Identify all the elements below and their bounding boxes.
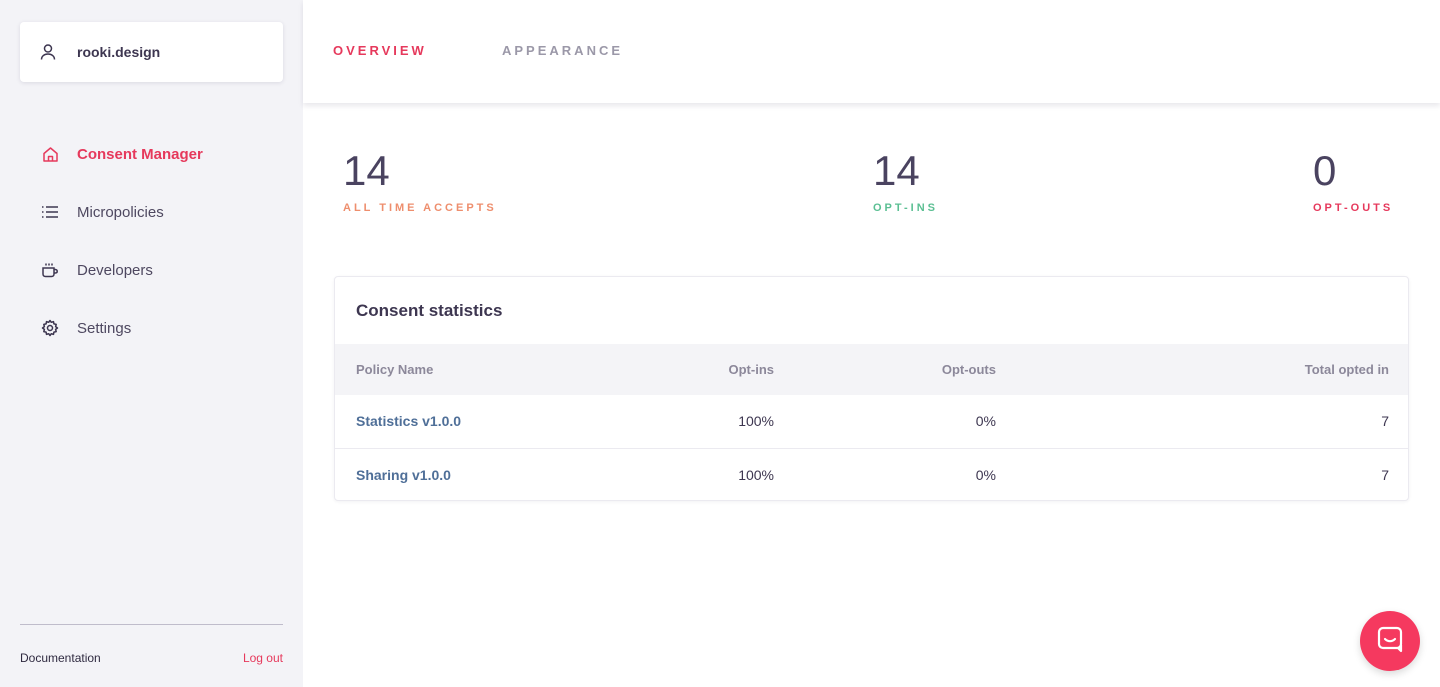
column-header-total-opted-in: Total opted in (1304, 362, 1389, 377)
column-header-opt-ins: Opt-ins (728, 362, 775, 377)
policy-link[interactable]: Statistics v1.0.0 (356, 413, 462, 430)
stat-value: 14 (873, 147, 920, 194)
table-row: Sharing v1.0.0 100% 0% 7 (335, 448, 1408, 500)
sidebar-item-label: Developers (77, 261, 153, 279)
tab-appearance[interactable]: APPEARANCE (502, 43, 624, 58)
stat-label: ALL TIME ACCEPTS (343, 202, 497, 214)
sidebar-item-developers[interactable]: Developers (40, 255, 203, 285)
documentation-link[interactable]: Documentation (20, 651, 101, 665)
column-header-policy-name: Policy Name (356, 362, 434, 377)
stat-value: 14 (343, 147, 390, 194)
sidebar-item-label: Settings (77, 319, 132, 337)
stat-label: OPT-INS (873, 202, 939, 214)
sidebar-item-consent-manager[interactable]: Consent Manager (40, 139, 203, 169)
user-icon (38, 42, 58, 62)
sidebar-item-label: Consent Manager (77, 145, 203, 163)
stat-opt-outs: 0 OPT-OUTS (1313, 147, 1394, 215)
sidebar-divider (20, 624, 283, 625)
coffee-cup-icon (40, 260, 60, 280)
sidebar-item-micropolicies[interactable]: Micropolicies (40, 197, 203, 227)
sidebar-nav: Consent Manager Micropolicies Develope (40, 139, 203, 371)
stat-value: 0 (1313, 147, 1337, 194)
account-name: rooki.design (77, 44, 161, 60)
consent-table: Policy Name Opt-ins Opt-outs Total opted… (335, 344, 1408, 500)
column-header-opt-outs: Opt-outs (941, 362, 996, 377)
sidebar-item-settings[interactable]: Settings (40, 313, 203, 343)
card-title: Consent statistics (356, 301, 503, 320)
policy-link[interactable]: Sharing v1.0.0 (356, 466, 451, 483)
list-icon (40, 202, 60, 222)
stat-opt-ins: 14 OPT-INS (873, 147, 939, 215)
table-header-row: Policy Name Opt-ins Opt-outs Total opted… (335, 344, 1408, 395)
account-card[interactable]: rooki.design (20, 22, 283, 82)
gear-icon (40, 318, 60, 338)
sidebar: rooki.design Consent Manager Micropolici… (0, 0, 303, 687)
consent-statistics-card: Consent statistics Policy Name Opt-ins O… (334, 276, 1409, 501)
opt-outs-cell: 0% (975, 413, 996, 430)
total-opted-in-cell: 7 (1381, 466, 1389, 483)
tab-overview[interactable]: OVERVIEW (333, 43, 427, 58)
stat-label: OPT-OUTS (1313, 202, 1394, 214)
chat-icon (1376, 625, 1404, 658)
chat-button[interactable] (1360, 611, 1420, 671)
opt-ins-cell: 100% (738, 413, 774, 430)
home-icon (40, 144, 60, 164)
sidebar-item-label: Micropolicies (77, 203, 164, 221)
logout-link[interactable]: Log out (242, 651, 283, 665)
stat-all-time-accepts: 14 ALL TIME ACCEPTS (343, 147, 497, 215)
opt-outs-cell: 0% (975, 466, 996, 483)
table-row: Statistics v1.0.0 100% 0% 7 (335, 395, 1408, 448)
total-opted-in-cell: 7 (1381, 413, 1389, 430)
opt-ins-cell: 100% (738, 466, 774, 483)
header: OVERVIEW APPEARANCE (303, 0, 1440, 103)
